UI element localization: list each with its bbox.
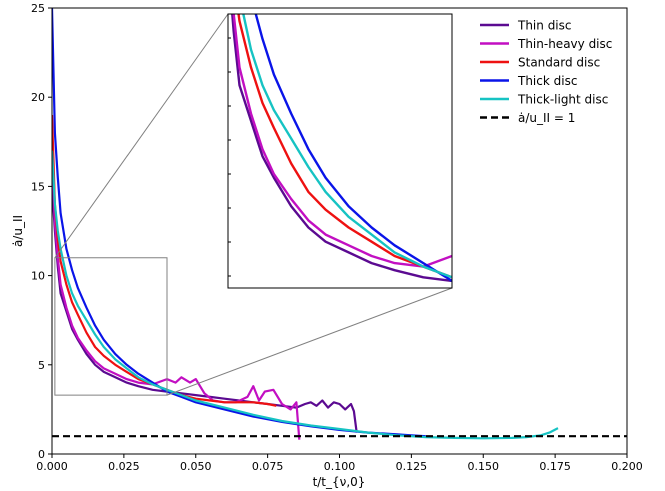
legend-label: Thin disc bbox=[517, 19, 572, 33]
legend-label: Standard disc bbox=[518, 56, 600, 70]
y-tick-label: 10 bbox=[31, 270, 45, 283]
inset-series-line-thin-disc bbox=[231, 14, 452, 283]
y-tick-label: 15 bbox=[31, 180, 45, 193]
legend-label: Thick-light disc bbox=[517, 93, 608, 107]
inset-series-line-thin-heavy-disc bbox=[232, 14, 452, 268]
inset-series-line-standard-disc bbox=[237, 14, 452, 279]
legend-label: Thin-heavy disc bbox=[517, 37, 612, 51]
inset-frame bbox=[227, 13, 453, 289]
zoom-connector-line bbox=[166, 287, 453, 396]
x-tick-label: 0.150 bbox=[468, 460, 500, 473]
main-plot-area bbox=[52, 8, 627, 440]
inset-series-line-thick-light-disc bbox=[242, 14, 452, 279]
inset-series-line-thick-disc bbox=[254, 14, 452, 283]
legend-label: Thick disc bbox=[517, 74, 577, 88]
x-axis-label: t/t_{ν,0} bbox=[313, 475, 366, 489]
legend: Thin disc Thin-heavy disc Standard disc Thi… bbox=[480, 19, 612, 125]
x-tick-label: 0.000 bbox=[36, 460, 68, 473]
x-tick-label: 0.025 bbox=[108, 460, 140, 473]
series-line-thick-light-disc bbox=[52, 150, 559, 440]
x-tick-label: 0.175 bbox=[539, 460, 571, 473]
y-axis-label: ȧ/u_II bbox=[11, 215, 25, 247]
y-tick-label: 20 bbox=[31, 91, 45, 104]
series-line-thin-heavy-disc bbox=[52, 150, 301, 440]
y-tick-label: 0 bbox=[38, 448, 45, 461]
zoom-connector-line bbox=[54, 13, 229, 259]
inset-plot-area bbox=[227, 13, 453, 289]
zoom-guides bbox=[54, 13, 453, 396]
x-tick-label: 0.050 bbox=[180, 460, 212, 473]
series-line-standard-disc bbox=[52, 114, 277, 407]
x-tick-label: 0.100 bbox=[324, 460, 356, 473]
zoom-region-box bbox=[54, 257, 168, 396]
y-tick-label: 25 bbox=[31, 2, 45, 15]
legend-label: ȧ/u_II = 1 bbox=[518, 111, 575, 125]
y-tick-label: 5 bbox=[38, 359, 45, 372]
x-tick-label: 0.075 bbox=[252, 460, 284, 473]
x-tick-label: 0.200 bbox=[611, 460, 643, 473]
axes: 0.000 0.025 0.050 0.075 0.100 0.125 0.150 0.175… bbox=[31, 2, 643, 473]
x-tick-label: 0.125 bbox=[396, 460, 428, 473]
